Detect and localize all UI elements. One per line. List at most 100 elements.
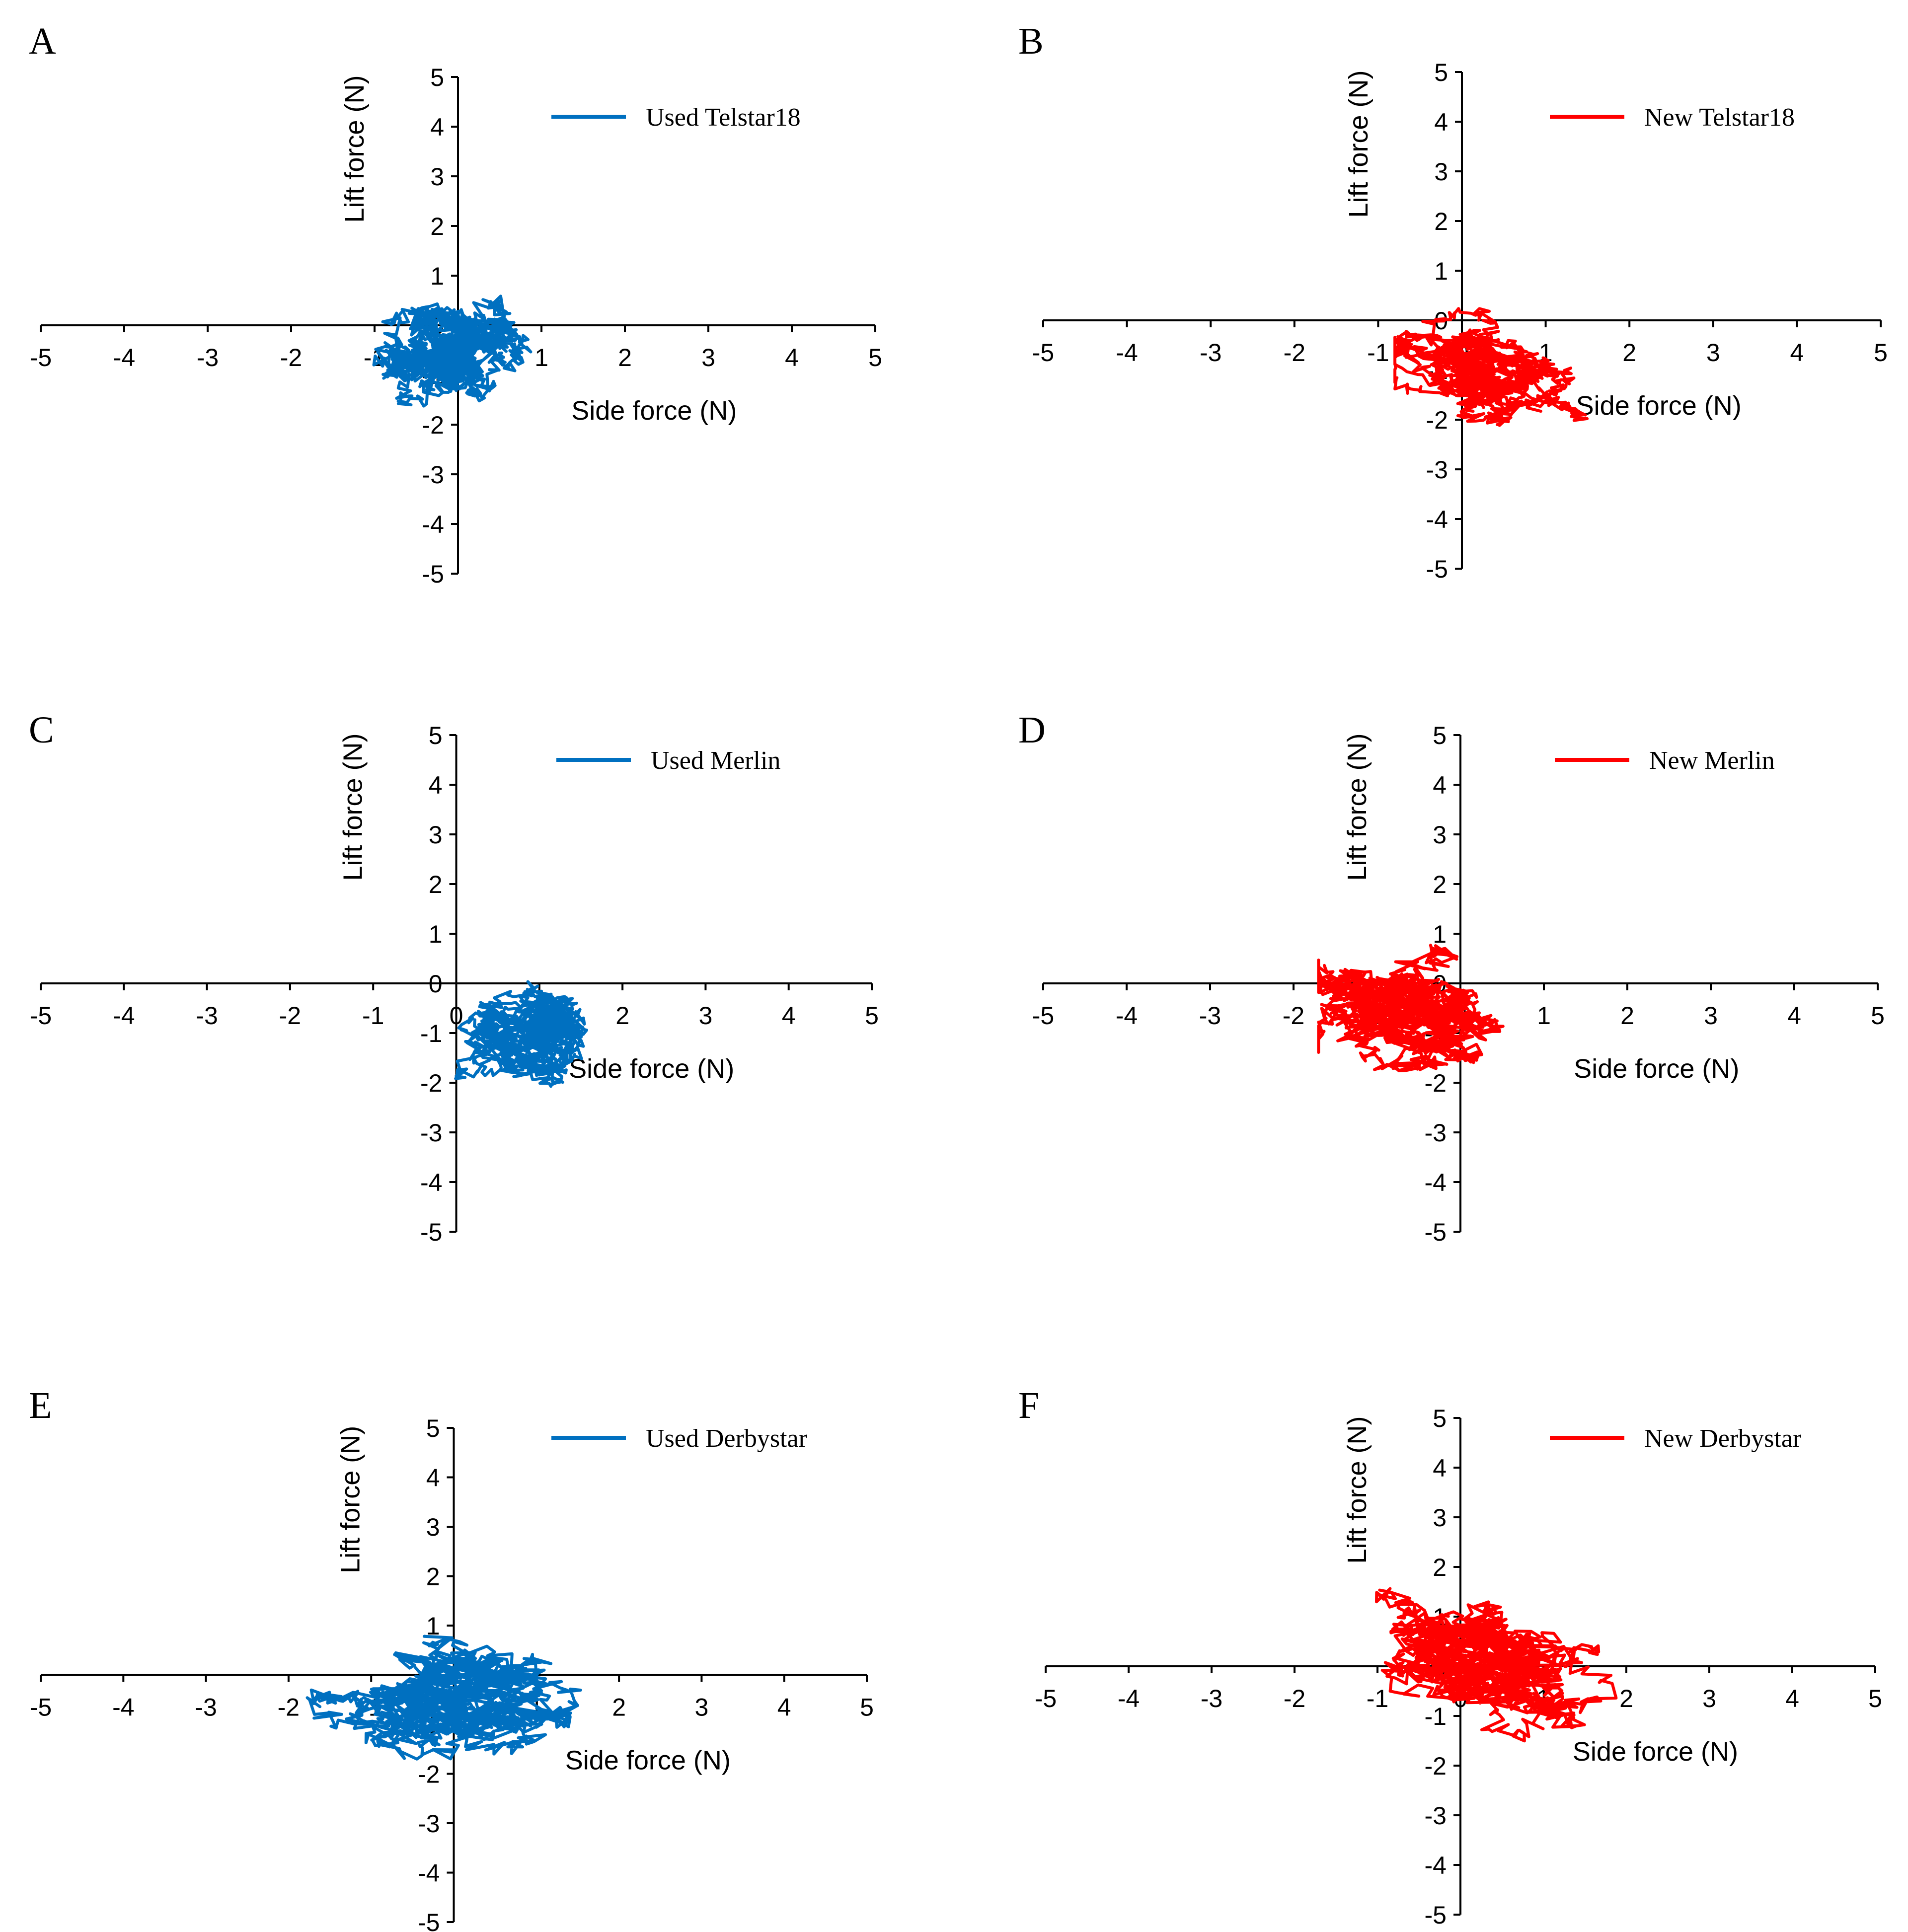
- x-tick-label: -4: [113, 344, 135, 372]
- y-tick-label: 4: [1433, 1454, 1447, 1482]
- x-tick-label: -5: [1032, 339, 1054, 367]
- y-tick-label: 2: [426, 1563, 440, 1591]
- y-tick-label: -5: [1425, 1218, 1447, 1246]
- y-tick-label: -2: [1425, 1752, 1447, 1780]
- x-tick-label: -5: [1032, 1002, 1054, 1030]
- x-tick-label: -4: [112, 1694, 134, 1721]
- series-trace-c: [454, 980, 588, 1088]
- legend-label-a: Used Telstar18: [646, 103, 801, 132]
- x-tick-label: -3: [196, 1002, 218, 1030]
- y-tick-label: 2: [1433, 1554, 1447, 1581]
- y-tick-label: 3: [429, 821, 443, 849]
- y-tick-label: 4: [430, 113, 444, 141]
- x-tick-label: 2: [1619, 1685, 1633, 1712]
- x-tick-label: -3: [197, 344, 219, 372]
- y-tick-label: -2: [1425, 1069, 1447, 1097]
- y-tick-label: -1: [420, 1020, 442, 1047]
- x-tick-label: -1: [1367, 339, 1389, 367]
- y-tick-label: 3: [1433, 1504, 1447, 1532]
- series-trace-b: [1393, 307, 1589, 427]
- y-tick-label: 3: [430, 163, 444, 191]
- y-tick-label: 5: [1434, 59, 1448, 86]
- x-tick-label: -1: [362, 1002, 384, 1030]
- y-tick-label: -2: [420, 1069, 442, 1097]
- y-tick-label: -5: [1426, 555, 1448, 583]
- legend-label-f: New Derbystar: [1644, 1424, 1801, 1453]
- x-axis-title: Side force (N): [1574, 1054, 1739, 1084]
- y-tick-label: -2: [1426, 406, 1448, 434]
- legend-label-c: Used Merlin: [651, 746, 780, 775]
- y-tick-label: 3: [1434, 158, 1448, 186]
- x-tick-label: -1: [1367, 1685, 1388, 1712]
- x-tick-label: -3: [195, 1694, 217, 1721]
- y-tick-label: -2: [418, 1761, 440, 1788]
- y-tick-label: -4: [1425, 1852, 1447, 1879]
- x-tick-label: 5: [1868, 1685, 1882, 1712]
- y-tick-label: -3: [422, 461, 444, 489]
- y-tick-label: 5: [426, 1414, 440, 1442]
- panel-letter-c: C: [29, 709, 54, 751]
- y-tick-label: 5: [1433, 722, 1447, 749]
- panel-letter-d: D: [1018, 709, 1046, 751]
- y-tick-label: 0: [429, 970, 443, 998]
- x-tick-label: 5: [1871, 1002, 1885, 1030]
- x-tick-label: 3: [698, 1002, 712, 1030]
- x-tick-label: -3: [1201, 1685, 1222, 1712]
- x-tick-label: 4: [1785, 1685, 1799, 1712]
- x-tick-label: -4: [1116, 339, 1138, 367]
- legend-label-d: New Merlin: [1649, 746, 1775, 775]
- y-tick-label: -3: [1425, 1802, 1447, 1830]
- x-axis-title: Side force (N): [565, 1746, 731, 1776]
- x-tick-label: -5: [30, 344, 52, 372]
- x-tick-label: -2: [280, 344, 302, 372]
- x-tick-label: 5: [868, 344, 882, 372]
- y-axis-title: Lift force (N): [1342, 733, 1372, 881]
- y-tick-label: 5: [429, 722, 443, 749]
- y-tick-label: -3: [1426, 456, 1448, 484]
- x-tick-label: 5: [860, 1694, 874, 1721]
- series-trace-a: [372, 295, 533, 408]
- x-tick-label: 2: [615, 1002, 629, 1030]
- x-tick-label: 4: [1790, 339, 1804, 367]
- x-axis-title: Side force (N): [569, 1054, 734, 1084]
- x-tick-label: 1: [534, 344, 548, 372]
- x-axis-title: Side force (N): [571, 396, 737, 426]
- x-tick-label: 2: [612, 1694, 626, 1721]
- y-tick-label: -1: [1425, 1703, 1447, 1730]
- x-tick-label: 3: [694, 1694, 708, 1721]
- x-tick-label: -5: [30, 1002, 52, 1030]
- y-tick-label: 5: [1433, 1405, 1447, 1432]
- x-tick-label: -4: [113, 1002, 135, 1030]
- series-trace-f: [1375, 1587, 1618, 1743]
- y-tick-label: 1: [430, 262, 444, 290]
- x-tick-label: 4: [785, 344, 799, 372]
- x-tick-label: -4: [1116, 1002, 1138, 1030]
- legend-label-e: Used Derbystar: [646, 1424, 807, 1453]
- y-axis-title: Lift force (N): [1344, 70, 1374, 218]
- x-tick-label: -2: [278, 1694, 300, 1721]
- x-tick-label: 3: [1702, 1685, 1716, 1712]
- y-tick-label: 4: [1434, 108, 1448, 136]
- y-tick-label: -4: [420, 1169, 442, 1196]
- y-tick-label: 2: [1433, 871, 1447, 898]
- x-tick-label: 3: [1706, 339, 1720, 367]
- y-tick-label: 4: [426, 1464, 440, 1492]
- x-axis-title: Side force (N): [1573, 1737, 1738, 1767]
- y-tick-label: 4: [429, 771, 443, 799]
- x-tick-label: 5: [865, 1002, 879, 1030]
- x-tick-label: -3: [1199, 1002, 1221, 1030]
- x-tick-label: -5: [1035, 1685, 1057, 1712]
- y-tick-label: -4: [418, 1859, 440, 1887]
- y-tick-label: -3: [418, 1810, 440, 1838]
- y-tick-label: -3: [420, 1119, 442, 1147]
- panel-letter-b: B: [1018, 20, 1044, 62]
- x-tick-label: -2: [1284, 339, 1305, 367]
- y-tick-label: -5: [1425, 1901, 1447, 1929]
- legend-label-b: New Telstar18: [1644, 103, 1795, 132]
- x-axis-title: Side force (N): [1576, 391, 1742, 421]
- y-axis-title: Lift force (N): [336, 1426, 366, 1573]
- y-tick-label: -5: [422, 560, 444, 588]
